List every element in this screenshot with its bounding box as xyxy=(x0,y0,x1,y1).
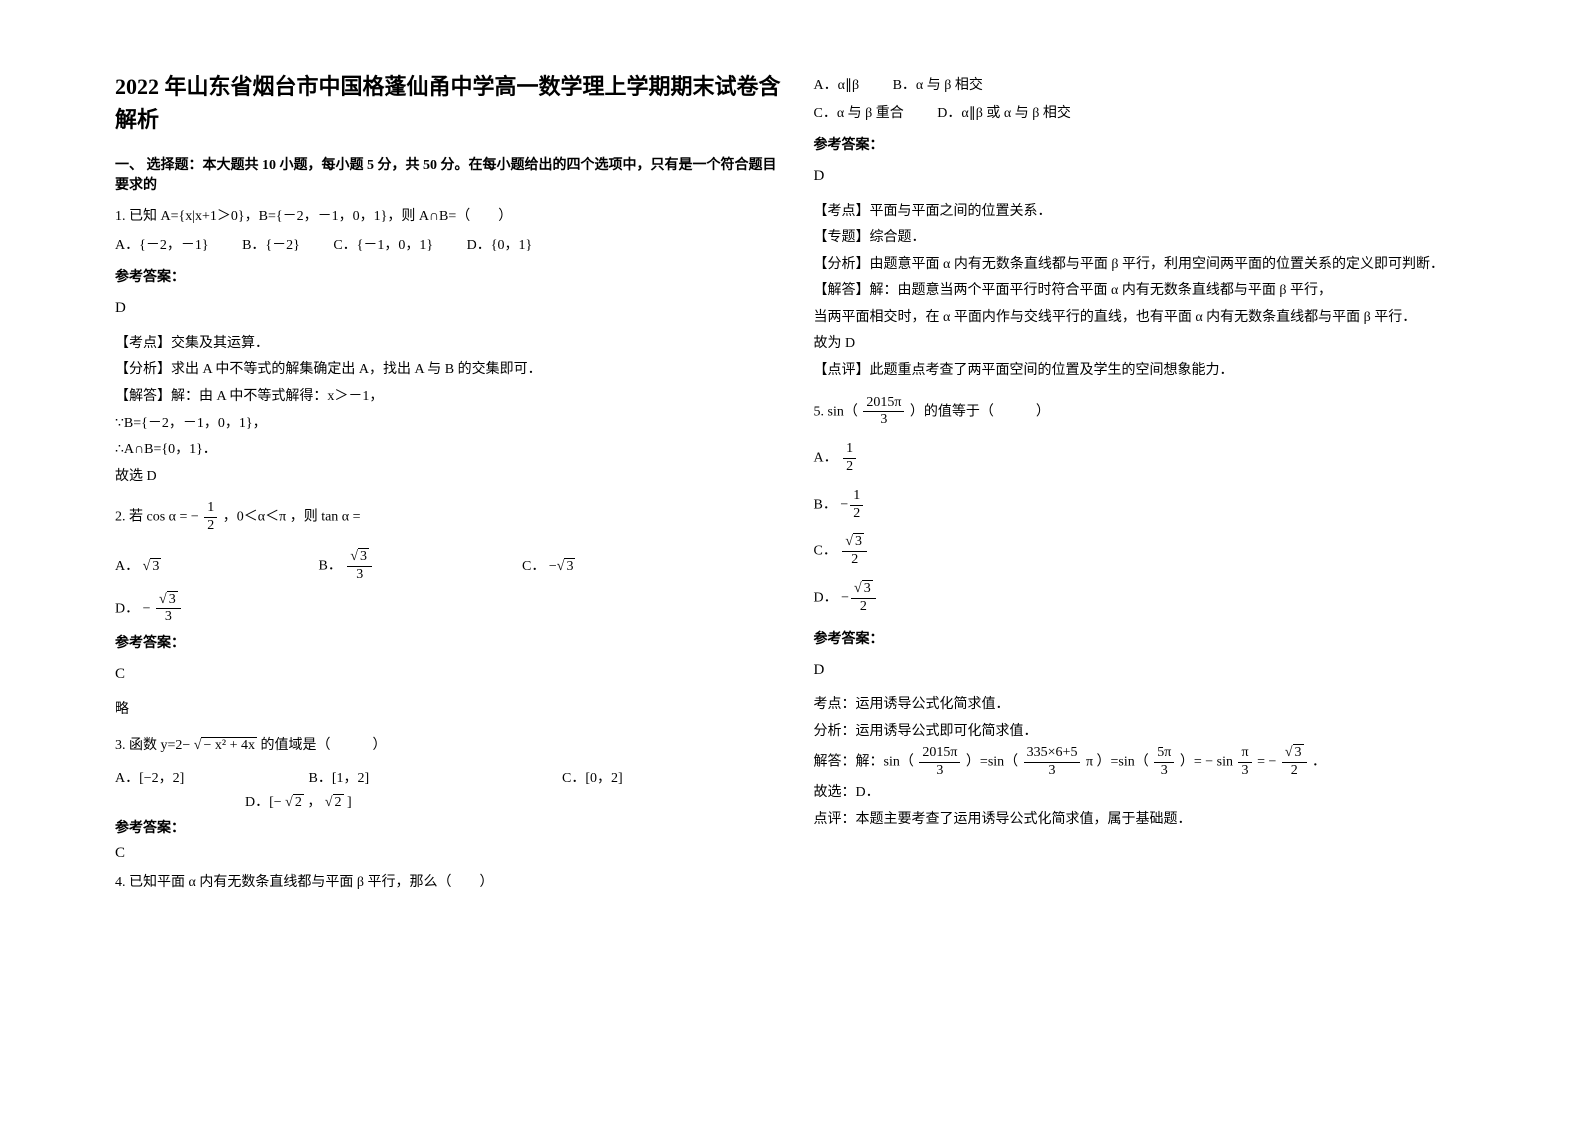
q2-answer-label: 参考答案： xyxy=(115,632,784,652)
q1-optC: C．{－1，0，1} xyxy=(333,233,433,258)
q4-ans: D xyxy=(814,162,1483,191)
q4-options-2: C．α 与 β 重合 D．α∥β 或 α 与 β 相交 xyxy=(814,102,1483,122)
q5-options: A． 12 B． −12 C． √32 D． −√32 xyxy=(814,441,1483,615)
q5-optC: C． √32 xyxy=(814,534,1483,569)
q5-optD: D． −√32 xyxy=(814,581,1483,616)
q4-optB: B．α 与 β 相交 xyxy=(893,74,983,94)
question-1: 1. 已知 A={x|x+1＞0}，B={－2，－1，0，1}，则 A∩B=（ … xyxy=(115,204,784,258)
q2-optB-frac: √33 xyxy=(347,549,372,584)
page-title: 2022 年山东省烟台市中国格蓬仙甬中学高一数学理上学期期末试卷含解析 xyxy=(115,70,784,136)
q5-kd: 考点：运用诱导公式化简求值． xyxy=(814,692,1483,719)
q2-options-row1: A． √3 B． √33 C． −√3 xyxy=(115,549,784,584)
q1-answer-label: 参考答案： xyxy=(115,266,784,286)
q2-note: 略 xyxy=(115,697,784,724)
q5-gx: 故选：D． xyxy=(814,780,1483,807)
q1-answer: D 【考点】交集及其运算． 【分析】求出 A 中不等式的解集确定出 A，找出 A… xyxy=(115,294,784,490)
q3-answer-label: 参考答案： xyxy=(115,817,784,837)
part1-title: 一、 选择题：本大题共 10 小题，每小题 5 分，共 50 分。在每小题给出的… xyxy=(115,154,784,194)
q4-optC: C．α 与 β 重合 xyxy=(814,102,904,122)
q1-fx: 【分析】求出 A 中不等式的解集确定出 A，找出 A 与 B 的交集即可． xyxy=(115,357,784,384)
q4-dp: 【点评】此题重点考查了两平面空间的位置及学生的空间想象能力． xyxy=(814,358,1483,385)
q3-optC: C．[0，2] xyxy=(562,767,623,787)
q4-fx: 【分析】由题意平面 α 内有无数条直线都与平面 β 平行，利用空间两平面的位置关… xyxy=(814,252,1483,279)
q2-ans: C xyxy=(115,660,784,689)
q5-frac: 2015π 3 xyxy=(863,395,904,430)
question-3: 3. 函数 y=2− √− x² + 4x 的值域是（ ） xyxy=(115,733,784,758)
q2-answer: C 略 xyxy=(115,660,784,723)
q2-range: ，0＜α＜π xyxy=(223,510,286,525)
q1-optD: D．{0，1} xyxy=(467,233,533,258)
q5-answer: D 考点：运用诱导公式化简求值． 分析：运用诱导公式即可化简求值． 解答：解：s… xyxy=(814,656,1483,833)
q1-jd3: ∴A∩B={0，1}． xyxy=(115,437,784,464)
q1-jd1: 【解答】解：由 A 中不等式解得：x＞－1， xyxy=(115,384,784,411)
q5-ans: D xyxy=(814,656,1483,685)
q4-optA: A．α∥β xyxy=(814,74,860,94)
q4-zt: 【专题】综合题． xyxy=(814,225,1483,252)
q4-jd2: 当两平面相交时，在 α 平面内作与交线平行的直线，也有平面 α 内有无数条直线都… xyxy=(814,305,1483,332)
q4-jd1: 【解答】解：由题意当两个平面平行时符合平面 α 内有无数条直线都与平面 β 平行… xyxy=(814,278,1483,305)
q2-pre: 2. 若 xyxy=(115,510,143,525)
q3-optD: D．[− √2 ， √2 ] xyxy=(245,791,352,811)
q4-kd: 【考点】平面与平面之间的位置关系． xyxy=(814,199,1483,226)
question-4-stem: 4. 已知平面 α 内有无数条直线都与平面 β 平行，那么（ ） xyxy=(115,870,784,895)
q3-optA: A．[−2，2] xyxy=(115,767,275,787)
q3-options-2: D．[− √2 ， √2 ] xyxy=(115,791,784,811)
q2-optB: B． √33 xyxy=(319,549,489,584)
q1-stem: 1. 已知 A={x|x+1＞0}，B={－2，－1，0，1}，则 A∩B=（ … xyxy=(115,204,784,229)
right-column: A．α∥β B．α 与 β 相交 C．α 与 β 重合 D．α∥β 或 α 与 … xyxy=(799,70,1498,1082)
q2-post: ，则 tan α = xyxy=(290,510,361,525)
q5-fx: 分析：运用诱导公式即可化简求值． xyxy=(814,719,1483,746)
q3-pre: 3. 函数 y=2− xyxy=(115,738,190,753)
q2-optA: A． √3 xyxy=(115,555,285,575)
sqrt3-icon: √3 xyxy=(143,558,162,574)
q1-optB: B．{－2} xyxy=(242,233,300,258)
q3-sqrt: − x² + 4x xyxy=(201,737,257,753)
q4-answer-label: 参考答案： xyxy=(814,134,1483,154)
q2-optC: C． −√3 xyxy=(522,555,575,575)
q1-optA: A．{－2，－1} xyxy=(115,233,209,258)
q5-optA: A． 12 xyxy=(814,441,1483,476)
q2-options-row2: D． − √33 xyxy=(115,592,784,627)
q1-options: A．{－2，－1} B．{－2} C．{－1，0，1} D．{0，1} xyxy=(115,233,784,258)
q5-dp: 点评：本题主要考查了运用诱导公式化简求值，属于基础题． xyxy=(814,807,1483,834)
q4-options-1: A．α∥β B．α 与 β 相交 xyxy=(814,74,1483,94)
q5-post: ）的值等于（ ） xyxy=(910,404,1050,419)
q3-ans: C xyxy=(115,845,784,862)
q3-options: A．[−2，2] B．[1，2] C．[0，2] xyxy=(115,767,784,787)
q2-optD: D． − √33 xyxy=(115,592,183,627)
q3-optB: B．[1，2] xyxy=(309,767,529,787)
q4-answer: D 【考点】平面与平面之间的位置关系． 【专题】综合题． 【分析】由题意平面 α… xyxy=(814,162,1483,385)
q5-pre: 5. sin（ xyxy=(814,404,858,419)
q1-jd2: ∵B={－2，－1，0，1}， xyxy=(115,411,784,438)
q1-jd4: 故选 D xyxy=(115,464,784,491)
question-2: 2. 若 cos α = − 12 ，0＜α＜π ，则 tan α = xyxy=(115,500,784,535)
q5-jd-line: 解答：解：sin（ 2015π3 ）=sin（ 335×6+53 π ）=sin… xyxy=(814,745,1483,780)
question-5: 5. sin（ 2015π 3 ）的值等于（ ） xyxy=(814,395,1483,430)
q3-post: 的值域是（ ） xyxy=(260,738,386,753)
q1-kd: 【考点】交集及其运算． xyxy=(115,331,784,358)
q5-optB: B． −12 xyxy=(814,488,1483,523)
q1-ans: D xyxy=(115,294,784,323)
q2-cos: cos α = − xyxy=(147,510,199,525)
q4-optD: D．α∥β 或 α 与 β 相交 xyxy=(937,102,1071,122)
q2-optD-frac: √33 xyxy=(156,592,181,627)
q4-jd3: 故为 D xyxy=(814,331,1483,358)
left-column: 2022 年山东省烟台市中国格蓬仙甬中学高一数学理上学期期末试卷含解析 一、 选… xyxy=(100,70,799,1082)
q2-half: 12 xyxy=(204,500,217,535)
q5-answer-label: 参考答案： xyxy=(814,628,1483,648)
